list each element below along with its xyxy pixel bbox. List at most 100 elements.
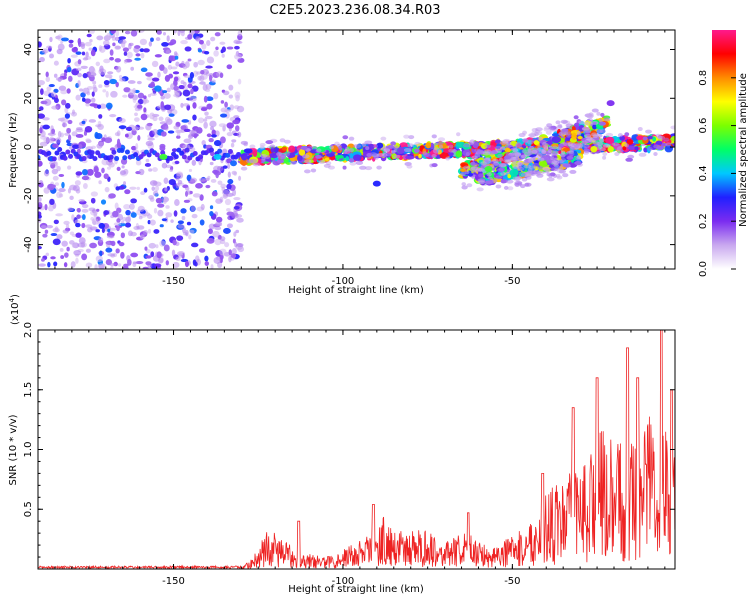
lower-branch-halo-cell [492,162,500,167]
main-band-halo-cell [647,146,653,151]
noise-cell [71,242,78,248]
noise-cell [106,235,115,239]
noise-cell [90,49,96,57]
noise-cell [182,103,190,107]
main-band-cell [652,136,657,142]
main-band-halo-cell [265,140,274,145]
colorbar-tick-label: 0.4 [698,165,709,181]
main-band-halo-cell [638,152,647,157]
noise-cell [84,41,92,47]
upper-rising-band-halo-cell [542,145,549,150]
colorbar-label: Normalized spectral amplitude [738,73,749,227]
lower-branch-halo-cell [524,182,530,187]
noise-cell [204,111,209,116]
main-band-halo-cell [406,143,415,148]
noise-cell [82,57,89,61]
noise-cell [212,169,219,174]
noise-cell [211,191,218,197]
noise-cell [155,37,161,42]
upper-rising-band-cell [571,132,577,141]
noise-streak-cell [62,155,68,161]
noise-cell [170,39,177,45]
noise-streak-cell [179,150,185,156]
noise-cell [161,162,168,169]
upper-rising-band-halo-cell [583,129,590,134]
noise-cell [143,230,149,236]
noise-cell [55,77,64,81]
noise-cell [174,160,180,165]
noise-cell [106,32,112,40]
lower-branch-halo-cell [523,164,532,169]
noise-cell [75,94,81,101]
noise-cell [94,171,102,178]
upper-rising-band-halo-cell [596,111,601,116]
noise-cell [142,98,147,105]
noise-cell [140,52,145,59]
noise-cell [88,119,97,123]
noise-cell [231,139,237,143]
upper-rising-band-halo-cell [598,121,606,126]
noise-cell [102,40,110,46]
upper-rising-band-halo-cell [462,165,470,170]
noise-streak-cell [168,155,174,161]
upper-rising-band-cell [551,136,561,144]
noise-cell [149,197,155,202]
noise-cell [192,193,201,198]
noise-cell [195,183,203,189]
lower-branch-halo-cell [511,158,518,163]
lower-branch-halo-cell [516,161,523,166]
noise-cell [166,35,170,42]
main-band-halo-cell [348,136,355,141]
lower-branch-halo-cell [498,157,504,162]
noise-cell [154,134,159,138]
noise-cell [75,171,83,176]
noise-cell [220,100,225,104]
noise-cell [192,259,197,266]
noise-cell [180,30,185,37]
noise-cell [90,97,96,103]
noise-cell [67,119,73,125]
lower-branch-halo-cell [550,156,555,161]
spectrogram-y-tick-label: 40 [23,43,34,56]
noise-cell [42,124,50,130]
noise-cell [42,233,48,238]
main-band-cell [605,136,615,145]
noise-cell [206,40,211,46]
noise-cell [213,256,221,264]
noise-cell [162,198,167,205]
noise-cell [136,186,140,190]
noise-cell [161,218,168,222]
noise-cell [201,140,206,146]
noise-cell [225,112,230,119]
noise-cell [139,234,145,240]
noise-cell [113,222,122,226]
noise-cell [226,64,233,70]
noise-cell [76,208,81,212]
noise-cell [75,222,81,228]
noise-cell [99,65,104,73]
noise-streak-cell [65,149,71,155]
noise-cell [63,220,70,225]
noise-cell [210,126,214,131]
main-band-halo-cell [431,163,438,168]
noise-cell [50,91,57,98]
main-band-halo-cell [343,150,351,155]
noise-streak-cell [124,149,130,155]
noise-cell [190,205,196,212]
noise-cell [122,94,128,98]
upper-rising-band-halo-cell [552,145,558,150]
noise-cell [121,220,125,224]
spectrogram-y-ticks: -40 -20 0 20 40 [23,36,675,270]
spectrogram-y-tick-label: -20 [23,188,34,204]
noise-cell [90,145,96,150]
main-band-halo-cell [243,142,248,147]
noise-cell [234,53,242,60]
upper-rising-band-halo-cell [473,148,482,153]
noise-cell [55,137,62,144]
noise-cell [134,57,141,61]
noise-streak-cell [81,156,87,162]
noise-streak-cell [51,156,57,162]
noise-cell [119,77,126,82]
main-band-halo-cell [252,162,261,167]
noise-cell [185,229,189,237]
